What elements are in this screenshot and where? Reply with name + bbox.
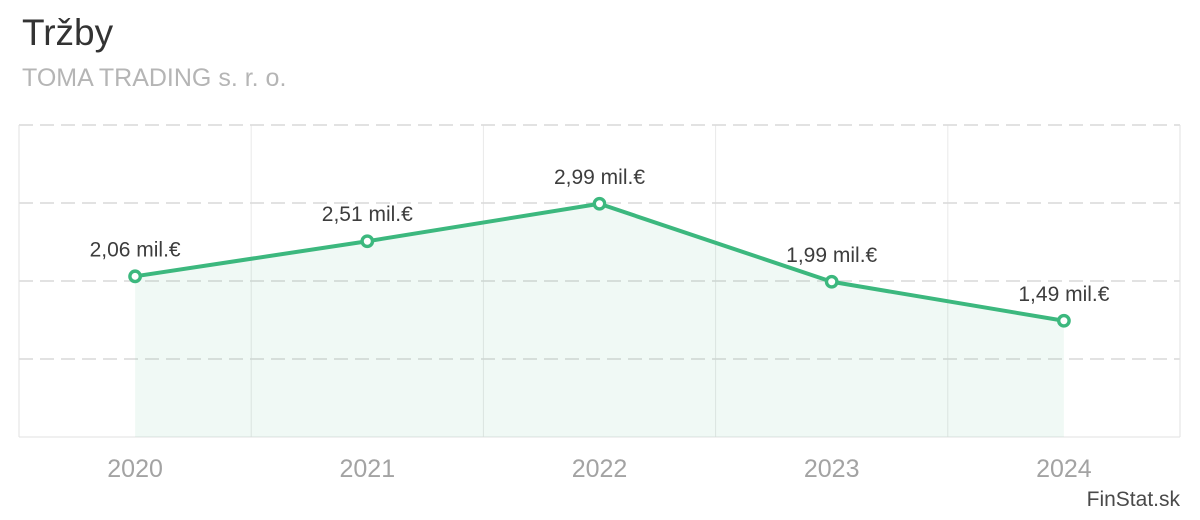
x-axis-label-2020: 2020: [107, 455, 163, 483]
x-axis-label-2021: 2021: [339, 455, 395, 483]
value-label-2020: 2,06 mil.€: [90, 238, 181, 261]
page-title: Tržby: [22, 12, 114, 53]
value-label-2022: 2,99 mil.€: [554, 166, 645, 189]
value-label-2021: 2,51 mil.€: [322, 203, 413, 226]
x-axis-label-2023: 2023: [804, 455, 860, 483]
data-point-2021[interactable]: [360, 234, 375, 249]
data-point-2020[interactable]: [128, 269, 143, 284]
x-axis-label-2024: 2024: [1036, 455, 1092, 483]
company-name-subtitle: TOMA TRADING s. r. o.: [22, 64, 287, 92]
series-area-fill: [135, 203, 1064, 437]
value-label-2023: 1,99 mil.€: [786, 244, 877, 267]
value-label-2024: 1,49 mil.€: [1018, 283, 1109, 306]
finstat-watermark: FinStat.sk: [1086, 488, 1180, 511]
x-axis-label-2022: 2022: [572, 455, 628, 483]
data-point-2023[interactable]: [824, 274, 839, 289]
data-point-2024[interactable]: [1057, 313, 1071, 328]
data-point-2022[interactable]: [592, 196, 607, 211]
